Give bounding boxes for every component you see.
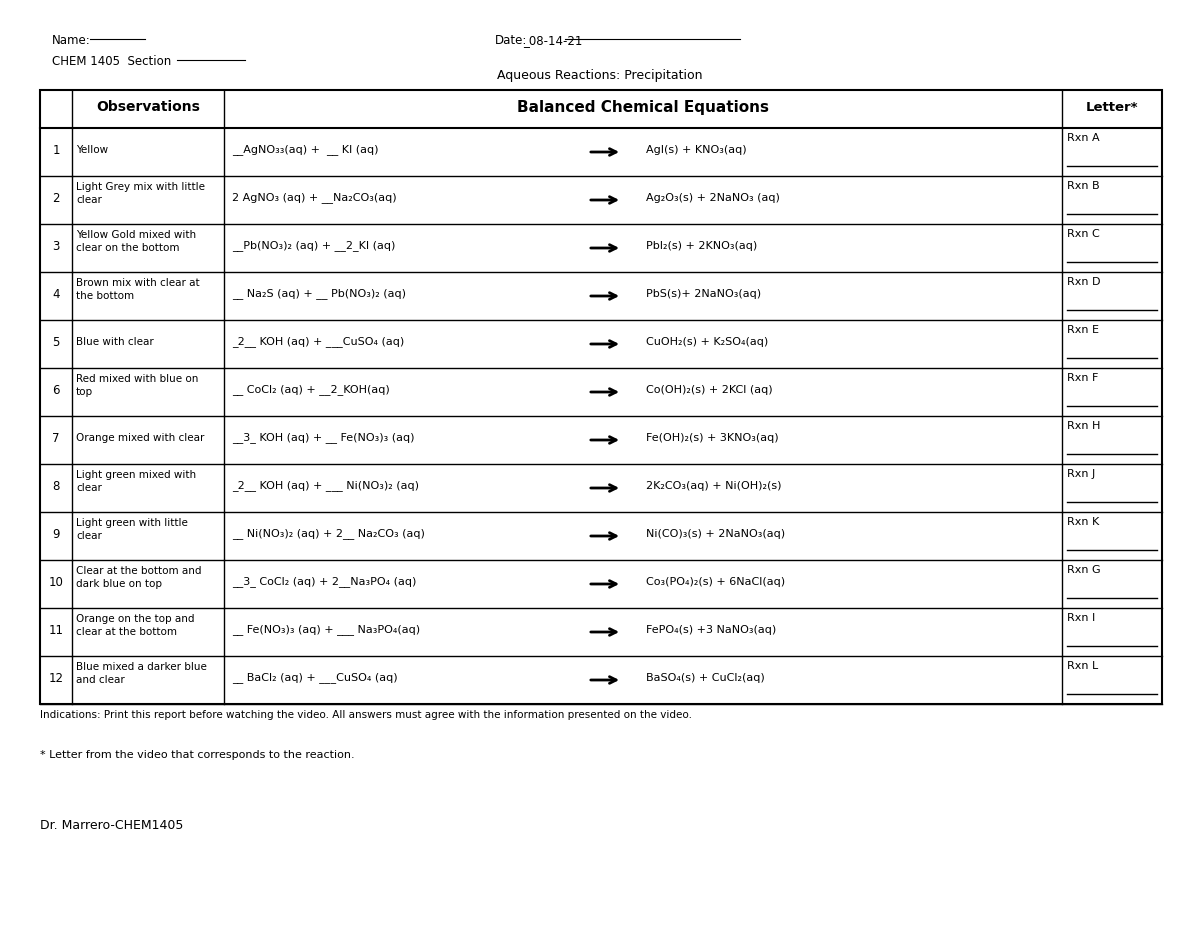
Text: Rxn A: Rxn A (1067, 133, 1099, 143)
Text: 5: 5 (53, 336, 60, 349)
Text: Blue mixed a darker blue: Blue mixed a darker blue (76, 662, 206, 672)
Text: Rxn L: Rxn L (1067, 661, 1098, 671)
Text: _08-14-21: _08-14-21 (523, 34, 582, 47)
Text: Rxn B: Rxn B (1067, 181, 1099, 191)
Text: __ CoCl₂ (aq) + __2_KOH(aq): __ CoCl₂ (aq) + __2_KOH(aq) (232, 385, 390, 396)
Text: 2 AgNO₃ (aq) + __Na₂CO₃(aq): 2 AgNO₃ (aq) + __Na₂CO₃(aq) (232, 193, 397, 203)
Text: Co₃(PO₄)₂(s) + 6NaCl(aq): Co₃(PO₄)₂(s) + 6NaCl(aq) (646, 577, 785, 587)
Text: Rxn D: Rxn D (1067, 277, 1100, 287)
Text: Ni(CO)₃(s) + 2NaNO₃(aq): Ni(CO)₃(s) + 2NaNO₃(aq) (646, 529, 785, 539)
Text: Light green with little: Light green with little (76, 518, 188, 528)
Text: Dr. Marrero-CHEM1405: Dr. Marrero-CHEM1405 (40, 819, 184, 832)
Text: clear: clear (76, 195, 102, 205)
Text: __ BaCl₂ (aq) + ___CuSO₄ (aq): __ BaCl₂ (aq) + ___CuSO₄ (aq) (232, 673, 397, 683)
Text: 2K₂CO₃(aq) + Ni(OH)₂(s): 2K₂CO₃(aq) + Ni(OH)₂(s) (646, 481, 781, 491)
Text: __3_ CoCl₂ (aq) + 2__Na₃PO₄ (aq): __3_ CoCl₂ (aq) + 2__Na₃PO₄ (aq) (232, 577, 416, 588)
Text: 3: 3 (53, 239, 60, 252)
Text: * Letter from the video that corresponds to the reaction.: * Letter from the video that corresponds… (40, 750, 355, 760)
Text: Indications: Print this report before watching the video. All answers must agree: Indications: Print this report before wa… (40, 710, 692, 720)
Text: Orange mixed with clear: Orange mixed with clear (76, 433, 204, 443)
Text: 11: 11 (48, 624, 64, 637)
Text: BaSO₄(s) + CuCl₂(aq): BaSO₄(s) + CuCl₂(aq) (646, 673, 764, 683)
Text: 4: 4 (53, 287, 60, 300)
Text: AgI(s) + KNO₃(aq): AgI(s) + KNO₃(aq) (646, 145, 746, 155)
Text: clear: clear (76, 531, 102, 541)
Text: CHEM 1405  Section: CHEM 1405 Section (52, 55, 172, 68)
Text: Yellow: Yellow (76, 145, 108, 155)
Text: Rxn F: Rxn F (1067, 373, 1098, 383)
Text: and clear: and clear (76, 675, 125, 685)
Text: Rxn H: Rxn H (1067, 421, 1100, 431)
Text: FePO₄(s) +3 NaNO₃(aq): FePO₄(s) +3 NaNO₃(aq) (646, 625, 776, 635)
Text: Fe(OH)₂(s) + 3KNO₃(aq): Fe(OH)₂(s) + 3KNO₃(aq) (646, 433, 779, 443)
Text: Light Grey mix with little: Light Grey mix with little (76, 182, 205, 192)
Text: 2: 2 (53, 192, 60, 205)
Bar (40, 90, 1162, 704)
Text: Rxn C: Rxn C (1067, 229, 1099, 239)
Text: __3_ KOH (aq) + __ Fe(NO₃)₃ (aq): __3_ KOH (aq) + __ Fe(NO₃)₃ (aq) (232, 433, 414, 443)
Text: Date:: Date: (496, 34, 527, 47)
Text: Ag₂O₃(s) + 2NaNO₃ (aq): Ag₂O₃(s) + 2NaNO₃ (aq) (646, 193, 780, 203)
Text: _2__ KOH (aq) + ___CuSO₄ (aq): _2__ KOH (aq) + ___CuSO₄ (aq) (232, 337, 404, 348)
Text: Balanced Chemical Equations: Balanced Chemical Equations (517, 99, 769, 115)
Text: Co(OH)₂(s) + 2KCl (aq): Co(OH)₂(s) + 2KCl (aq) (646, 385, 773, 395)
Text: __ Ni(NO₃)₂ (aq) + 2__ Na₂CO₃ (aq): __ Ni(NO₃)₂ (aq) + 2__ Na₂CO₃ (aq) (232, 528, 425, 540)
Text: __ Na₂S (aq) + __ Pb(NO₃)₂ (aq): __ Na₂S (aq) + __ Pb(NO₃)₂ (aq) (232, 288, 406, 299)
Text: Clear at the bottom and: Clear at the bottom and (76, 566, 202, 576)
Text: CuOH₂(s) + K₂SO₄(aq): CuOH₂(s) + K₂SO₄(aq) (646, 337, 768, 347)
Text: the bottom: the bottom (76, 291, 134, 301)
Text: _2__ KOH (aq) + ___ Ni(NO₃)₂ (aq): _2__ KOH (aq) + ___ Ni(NO₃)₂ (aq) (232, 480, 419, 491)
Text: dark blue on top: dark blue on top (76, 579, 162, 589)
Text: Yellow Gold mixed with: Yellow Gold mixed with (76, 230, 196, 240)
Text: PbS(s)+ 2NaNO₃(aq): PbS(s)+ 2NaNO₃(aq) (646, 289, 761, 299)
Text: Brown mix with clear at: Brown mix with clear at (76, 278, 199, 288)
Text: __ Fe(NO₃)₃ (aq) + ___ Na₃PO₄(aq): __ Fe(NO₃)₃ (aq) + ___ Na₃PO₄(aq) (232, 625, 420, 635)
Text: 8: 8 (53, 479, 60, 492)
Text: 12: 12 (48, 671, 64, 684)
Text: 9: 9 (53, 527, 60, 540)
Text: 1: 1 (53, 144, 60, 157)
Text: __AgNO₃₃(aq) +  __ KI (aq): __AgNO₃₃(aq) + __ KI (aq) (232, 145, 378, 156)
Text: Rxn E: Rxn E (1067, 325, 1099, 335)
Text: Blue with clear: Blue with clear (76, 337, 154, 347)
Text: PbI₂(s) + 2KNO₃(aq): PbI₂(s) + 2KNO₃(aq) (646, 241, 757, 251)
Text: Rxn G: Rxn G (1067, 565, 1100, 575)
Text: Observations: Observations (96, 100, 200, 114)
Text: Orange on the top and: Orange on the top and (76, 614, 194, 624)
Text: Aqueous Reactions: Precipitation: Aqueous Reactions: Precipitation (497, 69, 703, 82)
Text: 10: 10 (48, 576, 64, 589)
Text: Rxn K: Rxn K (1067, 517, 1099, 527)
Text: top: top (76, 387, 94, 397)
Text: 6: 6 (53, 384, 60, 397)
Text: clear: clear (76, 483, 102, 493)
Text: Red mixed with blue on: Red mixed with blue on (76, 374, 198, 384)
Text: __Pb(NO₃)₂ (aq) + __2_KI (aq): __Pb(NO₃)₂ (aq) + __2_KI (aq) (232, 240, 395, 251)
Text: clear at the bottom: clear at the bottom (76, 627, 178, 637)
Text: Name:: Name: (52, 34, 91, 47)
Text: Letter*: Letter* (1086, 100, 1139, 113)
Text: Rxn I: Rxn I (1067, 613, 1096, 623)
Text: 7: 7 (53, 431, 60, 445)
Text: Rxn J: Rxn J (1067, 469, 1096, 479)
Text: clear on the bottom: clear on the bottom (76, 243, 180, 253)
Text: Light green mixed with: Light green mixed with (76, 470, 196, 480)
